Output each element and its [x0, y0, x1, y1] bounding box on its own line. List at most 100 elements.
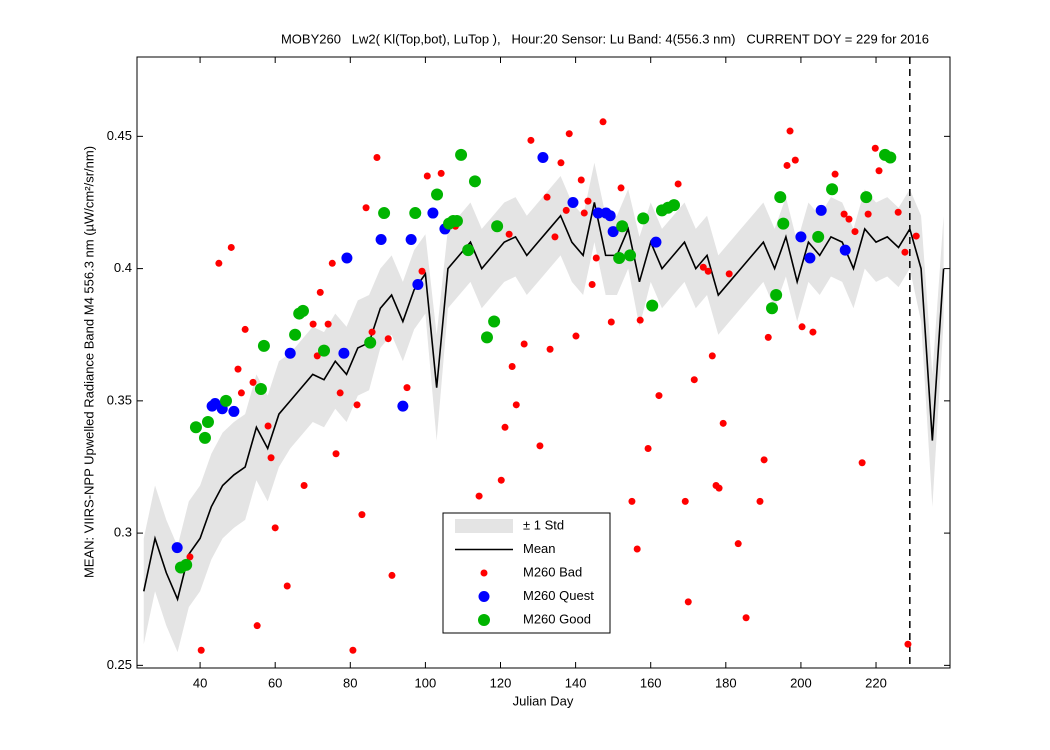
- data-point: [708, 352, 716, 360]
- data-point: [257, 339, 270, 352]
- data-point: [418, 267, 426, 275]
- data-point: [497, 476, 505, 484]
- data-point: [646, 299, 659, 312]
- data-point: [875, 167, 883, 175]
- x-tick-label: 120: [490, 675, 512, 690]
- data-point: [592, 254, 600, 262]
- data-point: [353, 401, 361, 409]
- data-point: [839, 244, 851, 256]
- data-point: [577, 176, 585, 184]
- data-point: [338, 347, 350, 359]
- y-axis-label: MEAN: VIIRS-NPP Upwelled Radiance Band M…: [81, 146, 96, 578]
- data-point: [501, 423, 509, 431]
- legend-label: Mean: [523, 541, 556, 556]
- data-point: [241, 325, 249, 333]
- data-point: [332, 450, 340, 458]
- data-point: [427, 207, 439, 219]
- legend-swatch: [455, 519, 513, 533]
- plot-layer: [142, 57, 945, 668]
- data-point: [491, 220, 504, 233]
- data-point: [431, 188, 444, 201]
- data-point: [742, 614, 750, 622]
- data-point: [375, 234, 387, 246]
- data-point: [592, 207, 604, 219]
- data-point: [912, 232, 920, 240]
- data-point: [254, 382, 267, 395]
- chart-title: MOBY260 Lw2( Kl(Top,bot), LuTop ), Hour:…: [281, 31, 929, 46]
- data-point: [450, 214, 463, 227]
- data-point: [201, 416, 214, 429]
- data-point: [617, 184, 625, 192]
- x-tick-label: 140: [565, 675, 587, 690]
- data-point: [580, 209, 588, 217]
- data-point: [397, 400, 409, 412]
- data-point: [674, 180, 682, 188]
- x-axis-label: Julian Day: [513, 693, 574, 708]
- data-point: [684, 598, 692, 606]
- std-band: [143, 162, 944, 653]
- data-point: [423, 172, 431, 180]
- data-point: [901, 248, 909, 256]
- legend-label: ± 1 Std: [523, 517, 564, 532]
- data-point: [795, 231, 807, 243]
- data-point: [309, 320, 317, 328]
- x-tick-label: 80: [343, 675, 357, 690]
- data-point: [228, 405, 240, 417]
- data-point: [774, 191, 787, 204]
- data-point: [719, 419, 727, 427]
- data-point: [264, 422, 272, 430]
- data-point: [341, 252, 353, 264]
- data-point: [234, 365, 242, 373]
- data-point: [851, 228, 859, 236]
- data-point: [537, 152, 549, 164]
- x-tick-label: 100: [415, 675, 437, 690]
- data-point: [462, 244, 475, 257]
- x-tick-label: 40: [193, 675, 207, 690]
- data-point: [633, 545, 641, 553]
- data-point: [412, 278, 424, 290]
- data-point: [409, 207, 422, 220]
- data-point: [667, 199, 680, 212]
- data-point: [403, 384, 411, 392]
- x-tick-label: 60: [268, 675, 282, 690]
- data-point: [699, 263, 707, 271]
- x-tick-label: 180: [715, 675, 737, 690]
- data-point: [253, 622, 261, 630]
- data-point: [358, 511, 366, 519]
- data-point: [845, 215, 853, 223]
- legend-swatch: [478, 614, 490, 626]
- data-point: [536, 442, 544, 450]
- data-point: [904, 640, 912, 648]
- legend-swatch: [478, 591, 490, 602]
- data-point: [770, 289, 783, 302]
- data-point: [198, 431, 211, 444]
- data-point: [783, 161, 791, 169]
- data-point: [527, 136, 535, 144]
- data-point: [764, 333, 772, 341]
- data-point: [655, 392, 663, 400]
- data-point: [551, 233, 559, 241]
- data-point: [588, 280, 596, 288]
- y-tick-label: 0.35: [107, 392, 132, 407]
- data-point: [296, 304, 309, 317]
- data-point: [607, 226, 619, 238]
- data-point: [572, 332, 580, 340]
- data-point: [613, 252, 626, 265]
- mean-line: [142, 202, 945, 602]
- data-point: [766, 302, 779, 315]
- data-point: [197, 646, 205, 654]
- data-point: [455, 148, 468, 161]
- data-point: [227, 243, 235, 251]
- data-point: [690, 376, 698, 384]
- data-point: [599, 118, 607, 126]
- data-point: [840, 210, 848, 218]
- data-point: [289, 328, 302, 341]
- legend-label: M260 Bad: [523, 564, 582, 579]
- data-point: [324, 320, 332, 328]
- data-point: [180, 558, 193, 571]
- data-point: [804, 252, 816, 264]
- data-point: [864, 210, 872, 218]
- y-tick-label: 0.4: [114, 260, 132, 275]
- x-tick-label: 220: [865, 675, 887, 690]
